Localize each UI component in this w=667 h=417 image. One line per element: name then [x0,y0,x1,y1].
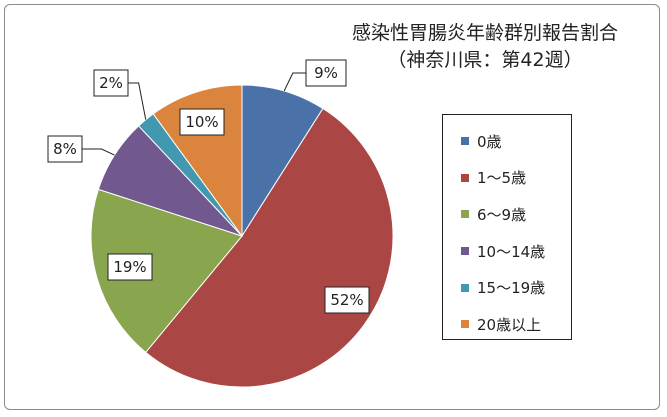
legend-swatch-1 [461,173,469,182]
chart-subtitle-line: （神奈川県：第42週） [387,49,583,71]
legend-swatch-0 [461,137,469,146]
pie-slice-0 [241,84,324,238]
legend-item-4: 15～19歳 [461,269,571,306]
legend-item-0: 0歳 [461,123,571,160]
legend-label-3: 10～14歳 [477,242,546,261]
data-label-1: 52% [330,291,363,309]
data-label-box-0 [305,59,347,87]
leader-line-3 [82,148,115,156]
legend-label-5: 20歳以上 [477,315,542,334]
data-label-box-2 [107,253,153,281]
data-label-box-3 [47,135,83,163]
data-label-box-5 [179,108,225,136]
leader-line-0 [283,72,306,92]
data-label-3: 8% [53,140,77,158]
legend-swatch-4 [461,283,469,292]
chart-legend: 0歳 1～5歳 6～9歳 10～14歳 15～19歳 20歳以上 [442,114,572,340]
data-label-5: 10% [185,113,218,131]
chart-title-line: 感染性胃腸炎年齢群別報告割合 [351,22,618,44]
pie-slice-2 [90,188,243,354]
legend-label-2: 6～9歳 [477,205,527,224]
legend-label-4: 15～19歳 [477,279,546,298]
leader-line-4 [128,82,147,120]
data-label-box-1 [324,286,370,314]
data-label-4: 2% [99,74,123,92]
legend-item-2: 6～9歳 [461,196,571,233]
legend-item-5: 20歳以上 [461,306,571,343]
legend-item-1: 1～5歳 [461,160,571,197]
chart-title: 感染性胃腸炎年齢群別報告割合 （神奈川県：第42週） [320,20,650,74]
legend-swatch-3 [461,247,469,256]
data-label-0: 9% [314,64,338,82]
legend-label-0: 0歳 [477,132,502,151]
legend-swatch-5 [461,320,469,329]
legend-swatch-2 [461,210,469,219]
data-label-2: 19% [113,258,146,276]
legend-item-3: 10～14歳 [461,233,571,270]
legend-label-1: 1～5歳 [477,169,527,188]
pie-slice-1 [145,107,394,388]
data-label-box-4 [93,69,129,97]
